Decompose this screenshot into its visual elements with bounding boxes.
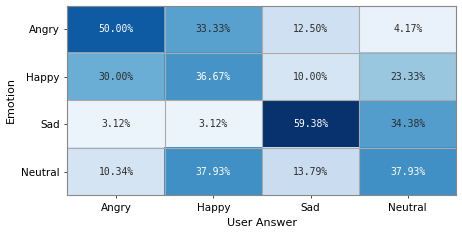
Text: 10.00%: 10.00%: [293, 72, 328, 82]
Text: 59.38%: 59.38%: [293, 119, 328, 129]
X-axis label: User Answer: User Answer: [227, 219, 297, 228]
Text: 4.17%: 4.17%: [393, 24, 422, 34]
Text: 3.12%: 3.12%: [101, 119, 131, 129]
Y-axis label: Emotion: Emotion: [6, 77, 16, 123]
Text: 34.38%: 34.38%: [390, 119, 426, 129]
Text: 12.50%: 12.50%: [293, 24, 328, 34]
Text: 3.12%: 3.12%: [199, 119, 228, 129]
Text: 10.34%: 10.34%: [98, 167, 134, 176]
Text: 13.79%: 13.79%: [293, 167, 328, 176]
Text: 50.00%: 50.00%: [98, 24, 134, 34]
Text: 37.93%: 37.93%: [390, 167, 426, 176]
Text: 30.00%: 30.00%: [98, 72, 134, 82]
Text: 37.93%: 37.93%: [195, 167, 231, 176]
Text: 33.33%: 33.33%: [195, 24, 231, 34]
Text: 36.67%: 36.67%: [195, 72, 231, 82]
Text: 23.33%: 23.33%: [390, 72, 426, 82]
